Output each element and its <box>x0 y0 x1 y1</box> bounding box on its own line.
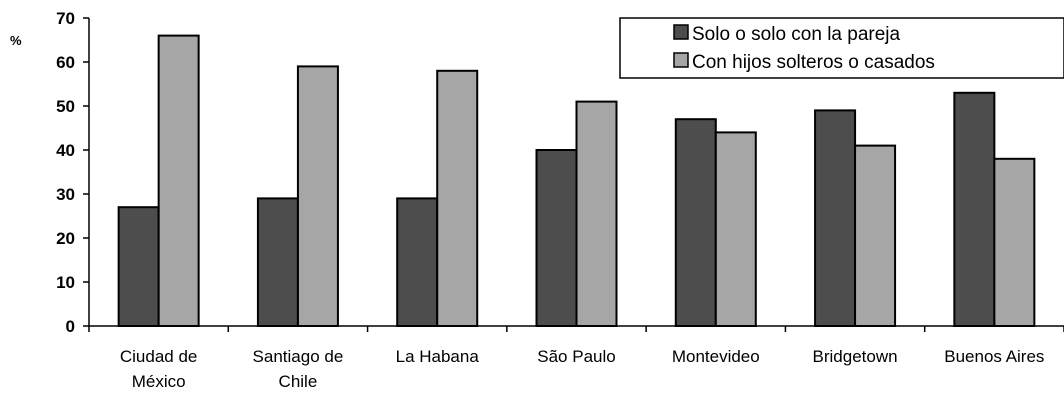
legend-swatch <box>673 24 689 40</box>
legend-swatch <box>673 52 689 68</box>
legend-label: Solo o solo con la pareja <box>692 24 901 45</box>
x-tick-label: Ciudad de México <box>120 347 198 391</box>
bar-solo-0 <box>117 206 160 327</box>
x-tick-label: Bridgetown <box>813 347 898 366</box>
bars <box>117 34 1036 328</box>
bar-con-hijos-4 <box>714 131 757 327</box>
x-tick-label: La Habana <box>396 347 480 366</box>
bar-con-hijos-3 <box>575 100 618 327</box>
x-tick-label: Santiago de Chile <box>253 347 344 391</box>
legend-box <box>619 17 1064 79</box>
bar-solo-5 <box>814 109 857 328</box>
y-tick-label: 60 <box>56 53 75 72</box>
y-axis-label: % <box>10 33 22 48</box>
bar-solo-3 <box>535 149 578 327</box>
y-tick-label: 20 <box>56 229 75 248</box>
legend-label: Con hijos solteros o casados <box>692 52 935 73</box>
bar-solo-2 <box>396 197 439 327</box>
y-tick-label: 50 <box>56 97 75 116</box>
x-tick-label: Montevideo <box>672 347 760 366</box>
bar-con-hijos-1 <box>296 65 339 328</box>
bar-con-hijos-6 <box>993 157 1036 327</box>
y-tick-label: 0 <box>66 317 75 336</box>
x-tick-label: São Paulo <box>537 347 615 366</box>
y-tick-label: 30 <box>56 185 75 204</box>
bar-solo-6 <box>953 91 996 327</box>
x-tick-label: Buenos Aires <box>944 347 1044 366</box>
legend: Solo o solo con la pareja Con hijos solte… <box>619 17 1064 79</box>
bar-con-hijos-0 <box>157 34 200 327</box>
x-axis: Ciudad de México Santiago de Chile La Habana… <box>88 325 1064 391</box>
bar-con-hijos-2 <box>436 69 479 327</box>
y-tick-label: 70 <box>56 9 75 28</box>
bar-solo-1 <box>256 197 299 327</box>
y-axis: 0 10 20 30 40 50 60 70 <box>56 9 90 336</box>
bar-solo-4 <box>674 118 717 327</box>
bar-con-hijos-5 <box>854 144 897 327</box>
y-tick-label: 10 <box>56 273 75 292</box>
y-tick-label: 40 <box>56 141 75 160</box>
